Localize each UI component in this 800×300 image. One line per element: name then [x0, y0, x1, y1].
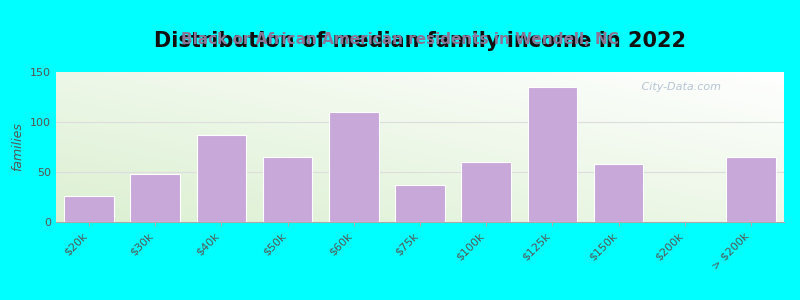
Bar	[594, 164, 643, 222]
Bar	[329, 112, 378, 222]
Text: City-Data.com: City-Data.com	[638, 82, 722, 92]
Title: Distribution of median family income in 2022: Distribution of median family income in …	[154, 31, 686, 51]
Bar	[64, 196, 114, 222]
Y-axis label: families: families	[11, 123, 25, 171]
Bar	[462, 162, 511, 222]
Bar	[197, 135, 246, 222]
Bar	[395, 185, 445, 222]
Bar	[130, 174, 180, 222]
Bar	[527, 87, 577, 222]
Bar	[726, 157, 776, 222]
Text: Black or African American residents in Wendell, NC: Black or African American residents in W…	[181, 32, 619, 46]
Bar	[263, 157, 313, 222]
